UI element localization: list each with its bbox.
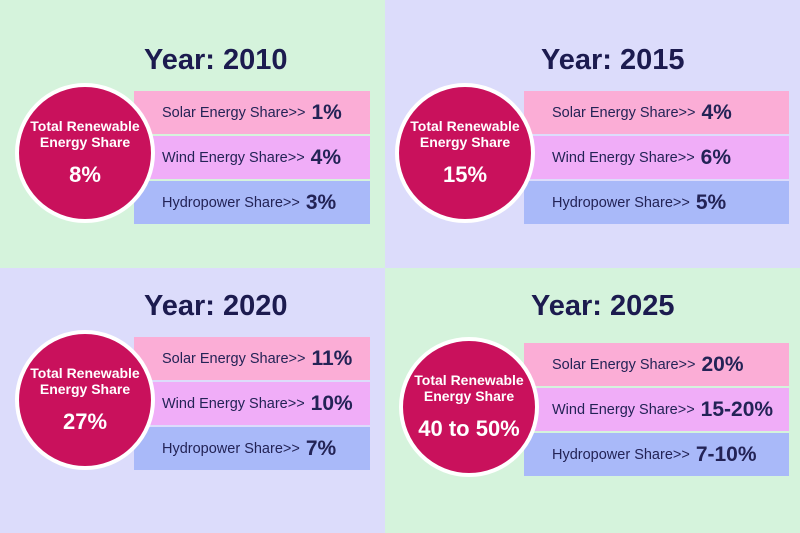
solar-share-value: 4% (701, 100, 732, 124)
hydro-share-value: 7-10% (695, 442, 757, 466)
hydro-share-row-2020: Hydropower Share>> 7% (134, 427, 370, 470)
solar-share-label: Solar Energy Share>> (162, 104, 306, 121)
total-share-title: Total Renewable Energy Share (414, 372, 524, 404)
solar-share-value: 11% (311, 346, 353, 370)
year-heading-2020: Year: 2020 (144, 290, 288, 322)
wind-share-row-2010: Wind Energy Share>> 4% (134, 136, 370, 179)
total-share-circle-2020: Total Renewable Energy Share 27% (15, 330, 155, 470)
hydro-share-value: 5% (695, 190, 727, 214)
wind-share-value: 15-20% (700, 397, 774, 421)
wind-share-label: Wind Energy Share>> (162, 149, 305, 166)
wind-share-label: Wind Energy Share>> (552, 149, 695, 166)
total-share-circle-2015: Total Renewable Energy Share 15% (395, 83, 535, 223)
total-share-value: 40 to 50% (418, 416, 520, 441)
hydro-share-label: Hydropower Share>> (162, 194, 300, 211)
solar-share-label: Solar Energy Share>> (552, 104, 696, 121)
wind-share-label: Wind Energy Share>> (162, 395, 305, 412)
total-share-circle-2010: Total Renewable Energy Share 8% (15, 83, 155, 223)
hydro-share-label: Hydropower Share>> (552, 194, 690, 211)
total-share-circle-2025: Total Renewable Energy Share 40 to 50% (399, 337, 539, 477)
hydro-share-row-2010: Hydropower Share>> 3% (134, 181, 370, 224)
year-heading-2025: Year: 2025 (531, 290, 675, 322)
solar-share-row-2010: Solar Energy Share>> 1% (134, 91, 370, 134)
hydro-share-label: Hydropower Share>> (552, 446, 690, 463)
year-heading-2010: Year: 2010 (144, 44, 288, 76)
hydro-share-value: 7% (305, 436, 337, 460)
total-share-title: Total Renewable Energy Share (30, 118, 140, 150)
solar-share-label: Solar Energy Share>> (162, 350, 306, 367)
total-share-title: Total Renewable Energy Share (410, 118, 520, 150)
wind-share-value: 4% (310, 145, 342, 169)
solar-share-row-2015: Solar Energy Share>> 4% (524, 91, 789, 134)
hydro-share-label: Hydropower Share>> (162, 440, 300, 457)
total-share-value: 27% (62, 409, 108, 434)
hydro-share-row-2025: Hydropower Share>> 7-10% (524, 433, 789, 476)
total-share-title: Total Renewable Energy Share (30, 365, 140, 397)
solar-share-value: 20% (701, 352, 744, 376)
wind-share-row-2015: Wind Energy Share>> 6% (524, 136, 789, 179)
solar-share-row-2025: Solar Energy Share>> 20% (524, 343, 789, 386)
hydro-share-value: 3% (305, 190, 337, 214)
wind-share-label: Wind Energy Share>> (552, 401, 695, 418)
year-heading-2015: Year: 2015 (541, 44, 685, 76)
hydro-share-row-2015: Hydropower Share>> 5% (524, 181, 789, 224)
solar-share-value: 1% (311, 100, 342, 124)
solar-share-label: Solar Energy Share>> (552, 356, 696, 373)
total-share-value: 8% (69, 162, 101, 187)
wind-share-row-2025: Wind Energy Share>> 15-20% (524, 388, 789, 431)
solar-share-row-2020: Solar Energy Share>> 11% (134, 337, 370, 380)
total-share-value: 15% (442, 162, 488, 187)
wind-share-row-2020: Wind Energy Share>> 10% (134, 382, 370, 425)
wind-share-value: 10% (310, 391, 353, 415)
wind-share-value: 6% (700, 145, 732, 169)
